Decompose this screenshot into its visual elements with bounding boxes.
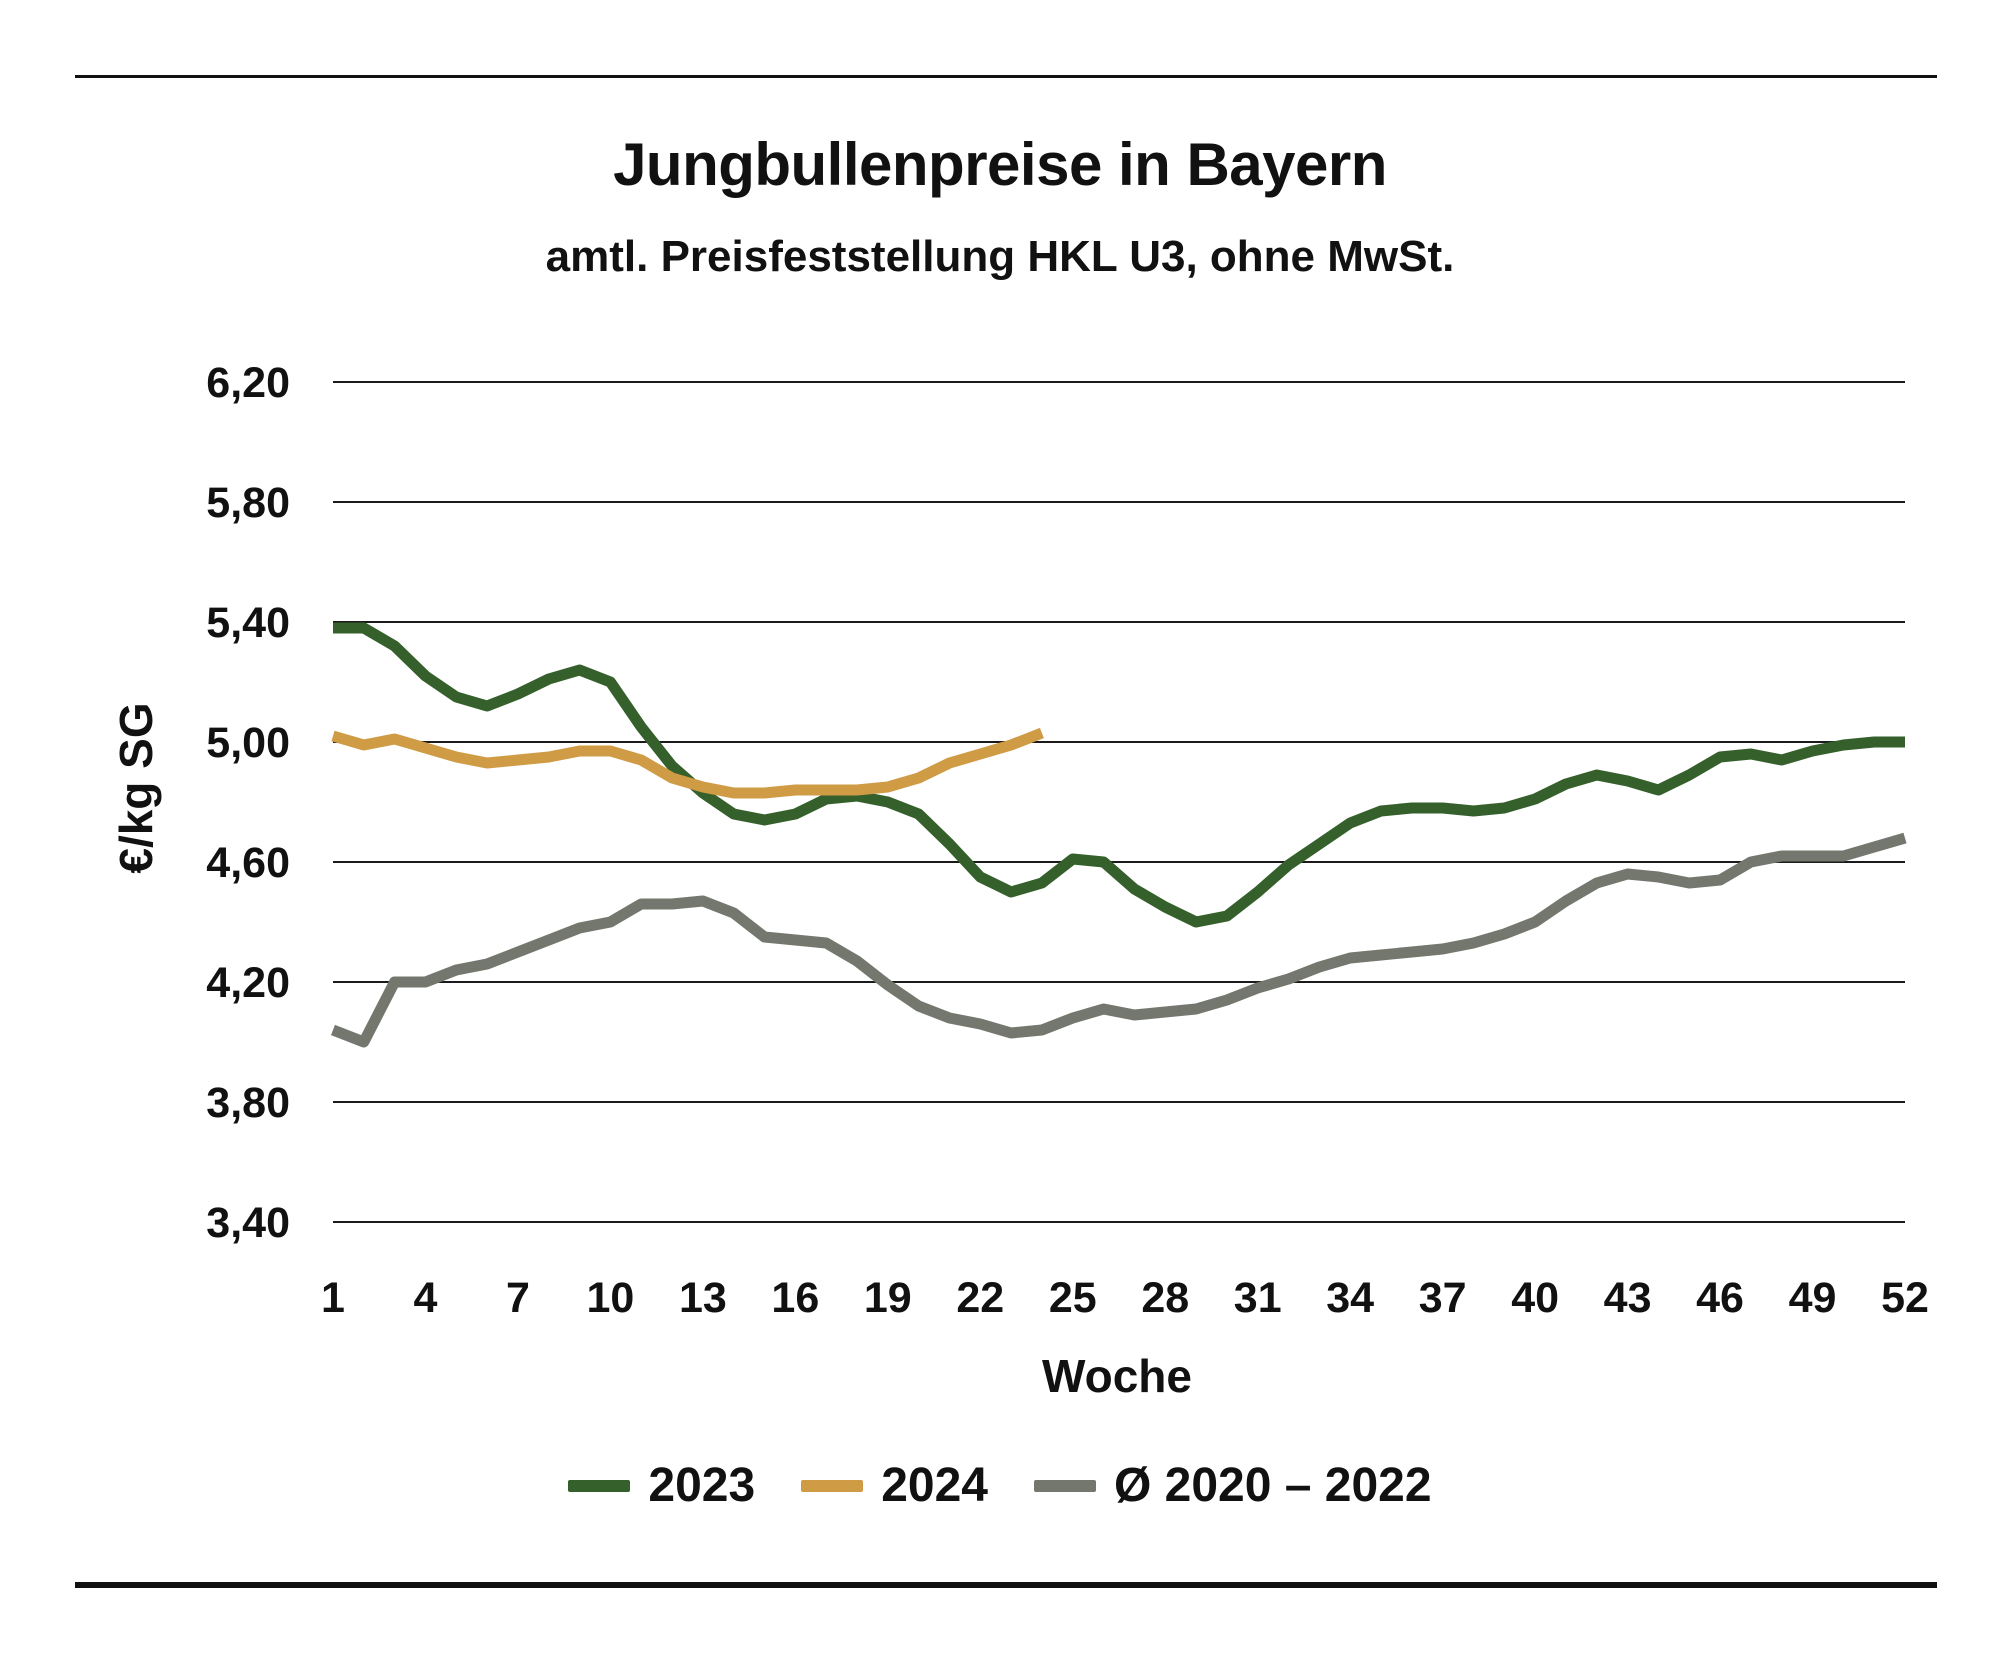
legend-swatch-average: [1033, 1479, 1096, 1492]
y-tick-label: 3,40: [206, 1199, 290, 1247]
y-tick-label: 4,60: [206, 839, 290, 887]
series-lines: [331, 622, 1907, 1048]
x-tick-label: 13: [679, 1274, 727, 1322]
gridlines: [333, 381, 1905, 1223]
legend-swatch-2023: [568, 1479, 631, 1492]
series-line-average: [331, 832, 1907, 1048]
line-chart: 3,40 3,80 4,20 4,60 5,00 5,40 5,80 6,20 1 4 7 10 13…: [110, 359, 1929, 1402]
x-tick-label: 22: [956, 1274, 1004, 1322]
x-tick-label: 19: [864, 1274, 912, 1322]
x-tick-label: 4: [414, 1274, 438, 1322]
x-tick-label: 1: [321, 1274, 345, 1322]
legend-label-2023: 2023: [648, 1459, 756, 1512]
x-tick-label: 28: [1141, 1274, 1189, 1322]
series-line-2024: [331, 727, 1044, 799]
x-tick-label: 25: [1049, 1274, 1097, 1322]
series-line-2023: [333, 622, 1905, 928]
bottom-rule: [75, 1582, 1937, 1588]
top-rule: [75, 75, 1937, 78]
x-tick-label: 37: [1419, 1274, 1467, 1322]
x-tick-label: 7: [506, 1274, 530, 1322]
x-tick-label: 40: [1511, 1274, 1559, 1322]
x-tick-label: 43: [1604, 1274, 1652, 1322]
y-tick-label: 5,80: [206, 479, 290, 527]
x-tick-label: 31: [1234, 1274, 1282, 1322]
x-tick-label: 49: [1789, 1274, 1837, 1322]
legend-item-average: Ø 2020 – 2022: [1033, 1458, 1432, 1513]
y-tick-label: 3,80: [206, 1079, 290, 1127]
x-tick-label: 10: [586, 1274, 634, 1322]
y-axis-ticks: 3,40 3,80 4,20 4,60 5,00 5,40 5,80 6,20: [206, 359, 290, 1247]
x-axis-ticks: 1 4 7 10 13 16 19 22 25 28 31 34 37 40 43 46 49 52: [321, 1274, 1929, 1322]
y-axis-label: €/kg SG: [110, 702, 162, 873]
y-tick-label: 6,20: [206, 359, 290, 407]
x-tick-label: 46: [1696, 1274, 1744, 1322]
x-tick-label: 16: [771, 1274, 819, 1322]
legend-item-2024: 2024: [801, 1458, 988, 1513]
x-tick-label: 34: [1326, 1274, 1374, 1322]
x-axis-label: Woche: [1042, 1350, 1192, 1402]
legend-item-2023: 2023: [568, 1458, 755, 1513]
y-tick-label: 5,00: [206, 719, 290, 767]
y-tick-label: 4,20: [206, 959, 290, 1007]
legend-swatch-2024: [801, 1479, 864, 1492]
legend: 2023 2024 Ø 2020 – 2022: [0, 1458, 2000, 1513]
legend-label-2024: 2024: [881, 1459, 988, 1512]
chart-subtitle: amtl. Preisfeststellung HKL U3, ohne MwS…: [545, 232, 1455, 281]
legend-label-average: Ø 2020 – 2022: [1113, 1459, 1432, 1512]
chart-title: Jungbullenpreise in Bayern: [613, 131, 1387, 198]
x-tick-label: 52: [1881, 1274, 1929, 1322]
y-tick-label: 5,40: [206, 599, 290, 647]
